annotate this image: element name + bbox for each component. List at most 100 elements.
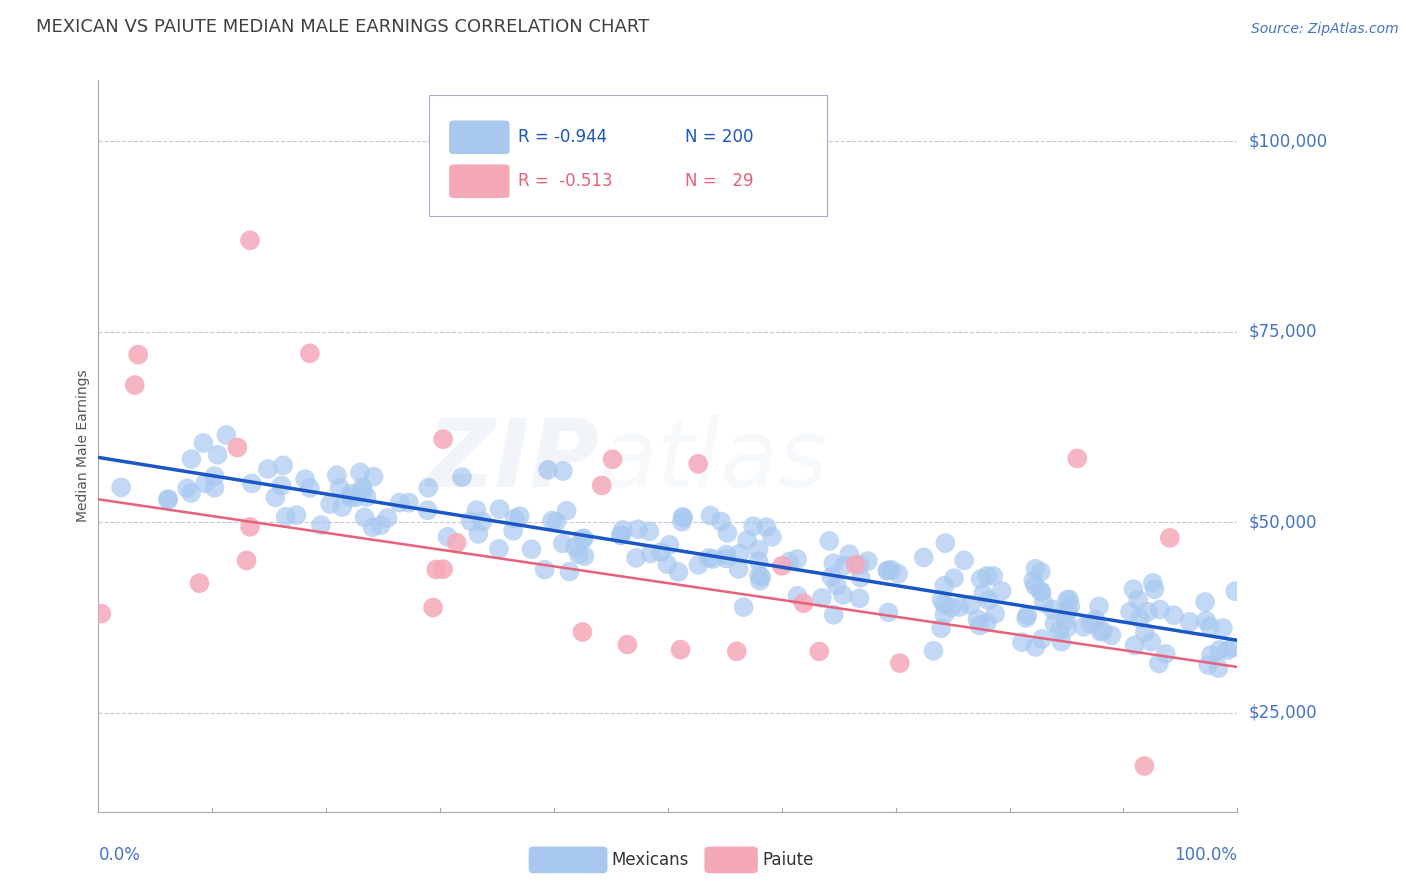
Point bbox=[319, 497, 342, 511]
Point bbox=[509, 509, 531, 524]
Point bbox=[811, 591, 834, 605]
Point bbox=[340, 487, 363, 501]
FancyBboxPatch shape bbox=[429, 95, 827, 216]
Point bbox=[1073, 620, 1095, 634]
Point bbox=[1133, 759, 1156, 773]
Point bbox=[934, 607, 956, 622]
Text: N =   29: N = 29 bbox=[685, 172, 754, 190]
Point bbox=[1022, 574, 1045, 588]
Point bbox=[533, 563, 555, 577]
Point bbox=[755, 520, 778, 534]
Point bbox=[1059, 599, 1081, 614]
Point bbox=[970, 572, 993, 586]
Point bbox=[697, 550, 720, 565]
Point bbox=[285, 508, 308, 522]
Point bbox=[941, 600, 963, 615]
Point bbox=[876, 564, 898, 578]
Point bbox=[793, 596, 815, 610]
Point bbox=[934, 536, 956, 550]
Point bbox=[610, 528, 633, 542]
Point bbox=[1042, 602, 1064, 616]
Point bbox=[207, 448, 229, 462]
Point bbox=[1031, 585, 1053, 599]
Point bbox=[1080, 616, 1102, 631]
Point bbox=[574, 549, 596, 564]
Point bbox=[748, 554, 770, 568]
Point bbox=[451, 470, 474, 484]
Point bbox=[943, 571, 966, 585]
Point bbox=[446, 535, 468, 549]
Point bbox=[650, 545, 672, 559]
Point bbox=[1133, 625, 1156, 640]
Point bbox=[669, 642, 692, 657]
Point bbox=[344, 491, 367, 505]
Point bbox=[1024, 562, 1046, 576]
Point bbox=[377, 511, 399, 525]
Point bbox=[270, 478, 292, 492]
Point bbox=[1159, 531, 1181, 545]
Point bbox=[748, 574, 770, 588]
Point bbox=[503, 511, 526, 525]
Point bbox=[1194, 595, 1216, 609]
Point bbox=[856, 554, 879, 568]
Text: Mexicans: Mexicans bbox=[612, 851, 689, 869]
Point bbox=[226, 441, 249, 455]
Point bbox=[688, 558, 710, 572]
Point bbox=[1122, 582, 1144, 597]
Point bbox=[616, 638, 638, 652]
Point bbox=[502, 524, 524, 538]
Point bbox=[568, 547, 591, 561]
Point bbox=[671, 515, 693, 529]
Point bbox=[1017, 608, 1039, 623]
Point bbox=[298, 481, 321, 495]
Point bbox=[1056, 593, 1078, 607]
Point bbox=[953, 553, 976, 567]
Point bbox=[627, 522, 650, 536]
Point bbox=[716, 525, 738, 540]
Point bbox=[488, 541, 510, 556]
Point bbox=[770, 558, 793, 573]
Point bbox=[1136, 605, 1159, 619]
Point bbox=[832, 558, 855, 573]
Point bbox=[725, 644, 748, 658]
Text: R =  -0.513: R = -0.513 bbox=[517, 172, 612, 190]
Point bbox=[465, 503, 488, 517]
Point bbox=[571, 532, 593, 546]
Point bbox=[912, 550, 935, 565]
Point bbox=[298, 346, 321, 360]
Point bbox=[388, 495, 411, 509]
Text: Source: ZipAtlas.com: Source: ZipAtlas.com bbox=[1251, 22, 1399, 37]
Point bbox=[240, 476, 263, 491]
Y-axis label: Median Male Earnings: Median Male Earnings bbox=[76, 369, 90, 523]
Point bbox=[558, 565, 581, 579]
Point bbox=[972, 587, 994, 601]
Point bbox=[658, 538, 681, 552]
Point bbox=[934, 597, 956, 611]
Point bbox=[1208, 643, 1230, 657]
Point bbox=[572, 531, 595, 545]
Point bbox=[436, 530, 458, 544]
Point bbox=[328, 481, 350, 495]
Point bbox=[235, 553, 257, 567]
Point bbox=[702, 552, 724, 566]
Point bbox=[551, 464, 574, 478]
Point bbox=[1129, 611, 1152, 625]
Text: 100.0%: 100.0% bbox=[1174, 847, 1237, 864]
Point bbox=[977, 593, 1000, 607]
Point bbox=[460, 514, 482, 528]
Point bbox=[845, 558, 868, 572]
Point bbox=[981, 569, 1004, 583]
Point bbox=[612, 523, 634, 537]
Point bbox=[1084, 613, 1107, 627]
Point bbox=[748, 568, 770, 582]
Point bbox=[271, 458, 294, 473]
FancyBboxPatch shape bbox=[449, 120, 509, 154]
Point bbox=[551, 536, 574, 550]
Point bbox=[1054, 613, 1077, 627]
Point bbox=[520, 542, 543, 557]
Point bbox=[541, 514, 564, 528]
Point bbox=[418, 481, 440, 495]
Point bbox=[352, 484, 374, 499]
Point bbox=[672, 510, 695, 524]
Point bbox=[180, 452, 202, 467]
